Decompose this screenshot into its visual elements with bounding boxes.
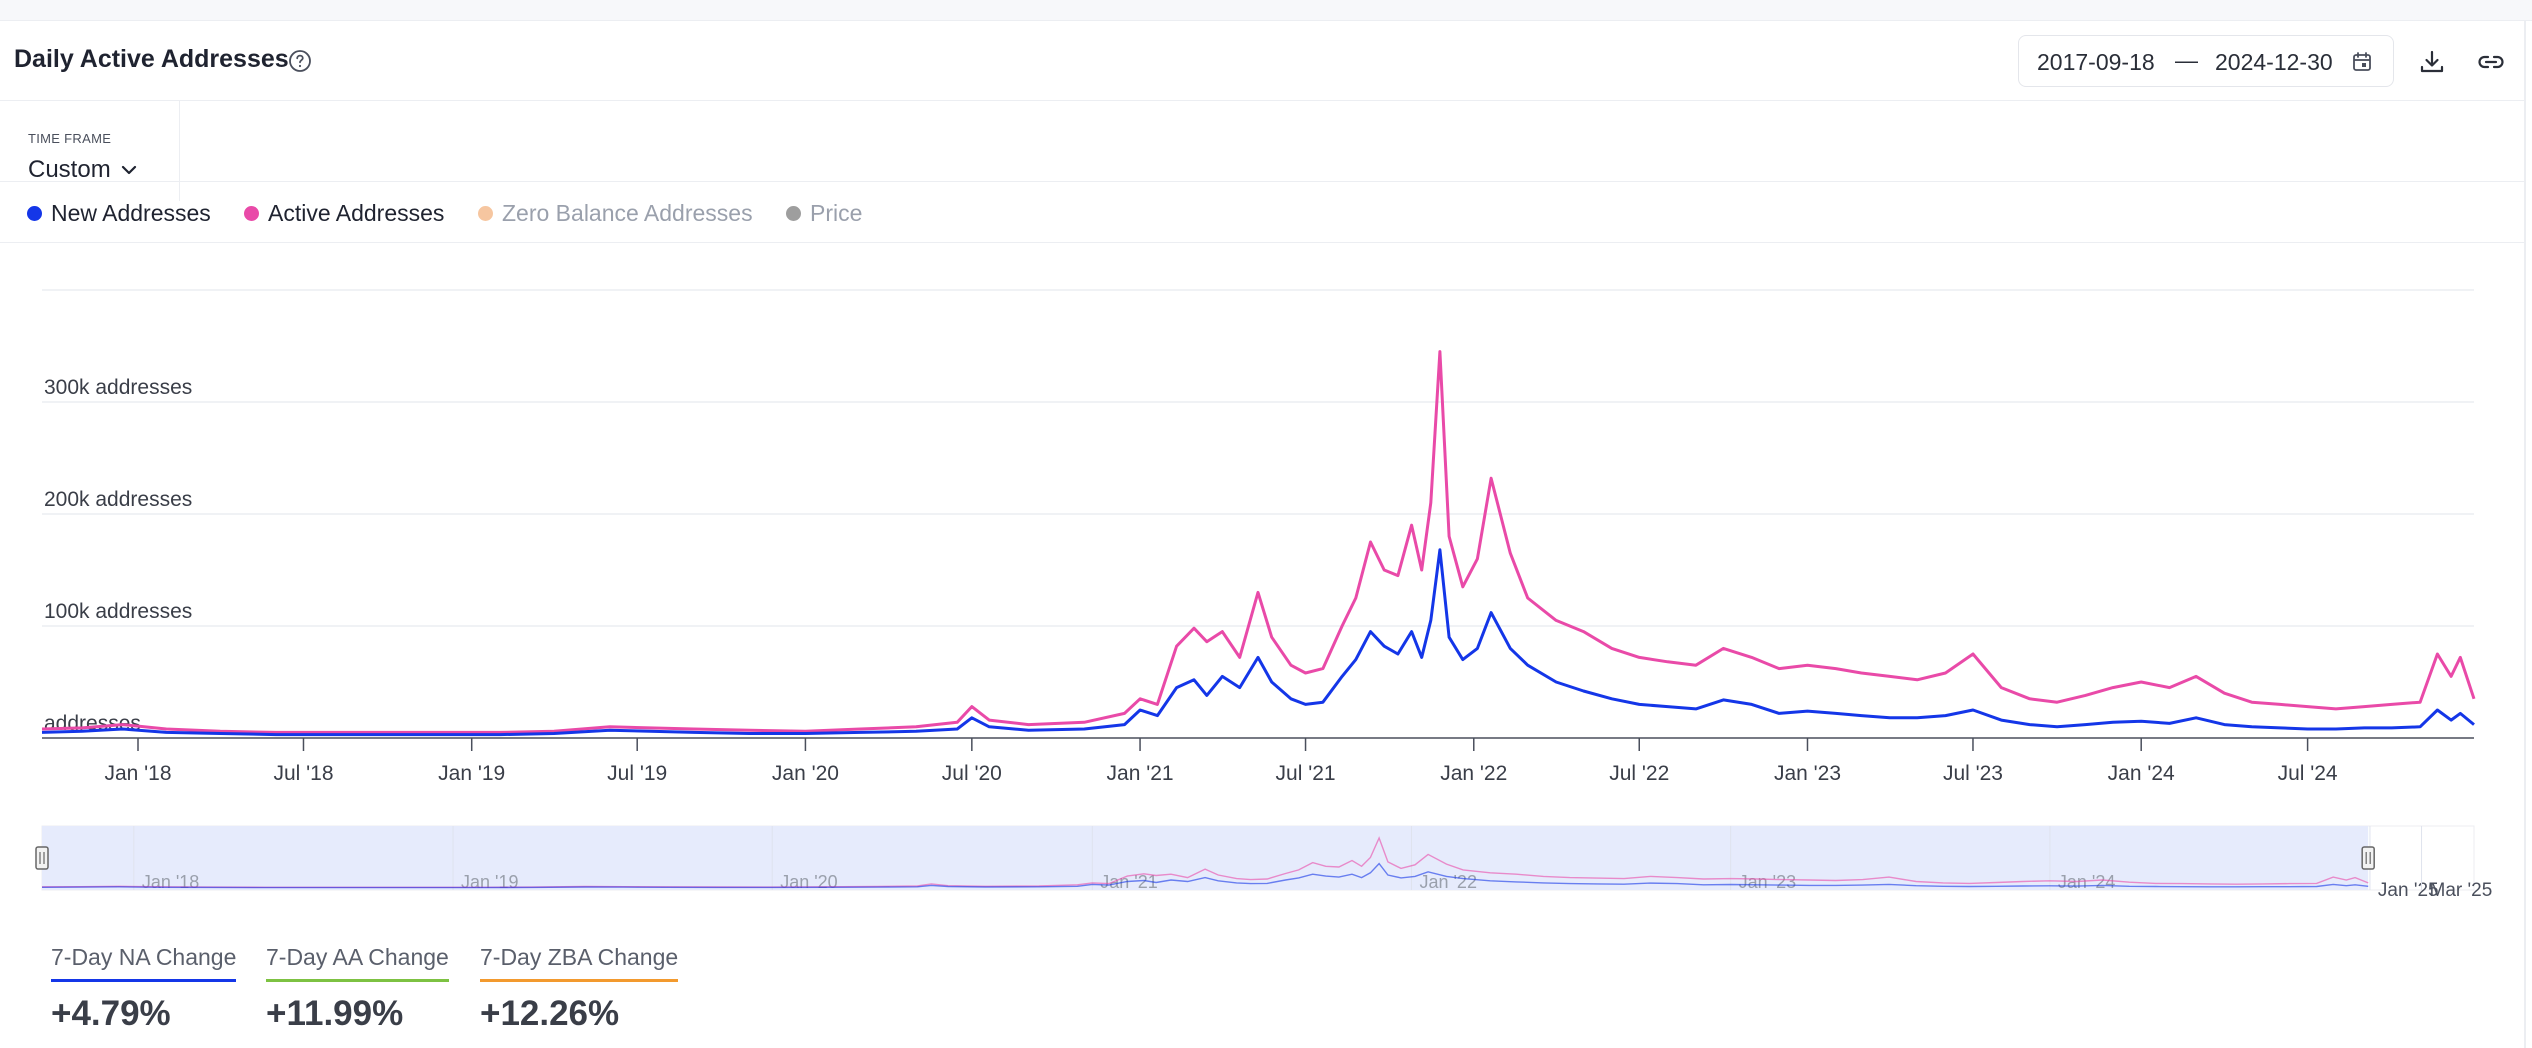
panel-header: Daily Active Addresses 2017-09-18 — 2024… bbox=[0, 21, 2526, 101]
navigator-tick-label: Jan '22 bbox=[1419, 872, 1476, 892]
series-line-new-addresses[interactable] bbox=[41, 548, 2475, 737]
legend-dot bbox=[27, 205, 42, 221]
stat-underline bbox=[51, 979, 237, 982]
legend-zero-balance-addresses[interactable]: Zero Balance Addresses bbox=[478, 200, 753, 226]
page-title: Daily Active Addresses bbox=[14, 45, 289, 73]
download-icon[interactable] bbox=[2418, 48, 2446, 76]
x-tick-label: Jul '21 bbox=[1276, 762, 1336, 785]
navigator-tick-label: Jan '24 bbox=[2058, 872, 2115, 892]
legend-active-addresses[interactable]: Active Addresses bbox=[244, 200, 444, 226]
x-tick-label: Jan '18 bbox=[104, 762, 171, 785]
navigator-handle-right[interactable] bbox=[2361, 846, 2375, 870]
x-tick-label: Jul '24 bbox=[2278, 762, 2338, 785]
chevron-down-icon[interactable] bbox=[120, 163, 138, 177]
stat-value: +4.79% bbox=[51, 994, 171, 1033]
date-end[interactable]: 2024-12-30 bbox=[2215, 49, 2333, 75]
y-tick-label: 300k addresses bbox=[44, 376, 192, 399]
navigator-tick-label: Jan '25 bbox=[2378, 880, 2439, 901]
timeframe-selector[interactable]: TIME FRAME Custom bbox=[0, 101, 180, 201]
navigator-tick-label: Jan '19 bbox=[461, 872, 518, 892]
navigator-tick-label: Jan '20 bbox=[780, 872, 837, 892]
navigator-tick-label: Jan '23 bbox=[1739, 872, 1796, 892]
x-tick-label: Jul '19 bbox=[607, 762, 667, 785]
y-tick-label: 200k addresses bbox=[44, 488, 192, 511]
legend-price[interactable]: Price bbox=[786, 200, 862, 226]
x-tick-label: Jan '22 bbox=[1440, 762, 1507, 785]
legend-dot bbox=[244, 205, 259, 221]
stat-value: +12.26% bbox=[480, 994, 620, 1033]
x-tick-label: Jan '20 bbox=[772, 762, 839, 785]
timeframe-label: TIME FRAME bbox=[28, 131, 112, 146]
navigator-tick-label: Jan '18 bbox=[142, 872, 199, 892]
help-icon[interactable] bbox=[288, 49, 312, 73]
date-separator: — bbox=[2175, 47, 2198, 73]
navigator-selection[interactable] bbox=[42, 826, 2369, 890]
navigator-handle-left[interactable] bbox=[35, 846, 49, 870]
series-line-active-addresses[interactable] bbox=[41, 350, 2476, 734]
link-icon[interactable] bbox=[2476, 48, 2506, 76]
legend: New Addresses Active Addresses Zero Bala… bbox=[0, 181, 2526, 243]
x-tick-label: Jan '24 bbox=[2108, 762, 2175, 785]
legend-dot bbox=[478, 205, 493, 221]
legend-label: New Addresses bbox=[51, 199, 211, 226]
x-tick-label: Jan '19 bbox=[438, 762, 505, 785]
x-tick-label: Jul '20 bbox=[942, 762, 1002, 785]
x-tick-label: Jan '23 bbox=[1774, 762, 1841, 785]
x-tick-label: Jul '22 bbox=[1609, 762, 1669, 785]
navigator-tick-label: Mar '25 bbox=[2430, 880, 2493, 901]
x-tick-label: Jan '21 bbox=[1107, 762, 1174, 785]
stat-zba-change: 7-Day ZBA Change +12.26% bbox=[480, 944, 679, 1034]
stat-label[interactable]: 7-Day AA Change bbox=[266, 944, 449, 970]
navigator-series-new-addresses bbox=[41, 862, 2369, 889]
stat-label[interactable]: 7-Day ZBA Change bbox=[480, 944, 679, 970]
date-range-picker[interactable]: 2017-09-18 — 2024-12-30 bbox=[2018, 35, 2394, 87]
legend-label: Price bbox=[810, 199, 863, 226]
stat-value: +11.99% bbox=[266, 994, 404, 1033]
top-strip bbox=[0, 0, 2532, 21]
timeframe-dropdown[interactable]: Custom bbox=[28, 156, 111, 183]
legend-new-addresses[interactable]: New Addresses bbox=[27, 200, 211, 226]
x-tick-label: Jul '18 bbox=[273, 762, 333, 785]
legend-label: Zero Balance Addresses bbox=[502, 199, 753, 226]
x-tick-label: Jul '23 bbox=[1943, 762, 2003, 785]
legend-label: Active Addresses bbox=[268, 199, 445, 226]
stat-na-change: 7-Day NA Change +4.79% bbox=[51, 944, 237, 1034]
stat-aa-change: 7-Day AA Change +11.99% bbox=[266, 944, 449, 1034]
stat-underline bbox=[266, 979, 449, 982]
stat-underline bbox=[480, 979, 679, 982]
stat-label[interactable]: 7-Day NA Change bbox=[51, 944, 237, 970]
y-tick-label: 100k addresses bbox=[44, 600, 192, 623]
legend-dot bbox=[786, 205, 801, 221]
date-start[interactable]: 2017-09-18 bbox=[2037, 49, 2155, 75]
calendar-icon[interactable] bbox=[2351, 51, 2373, 73]
